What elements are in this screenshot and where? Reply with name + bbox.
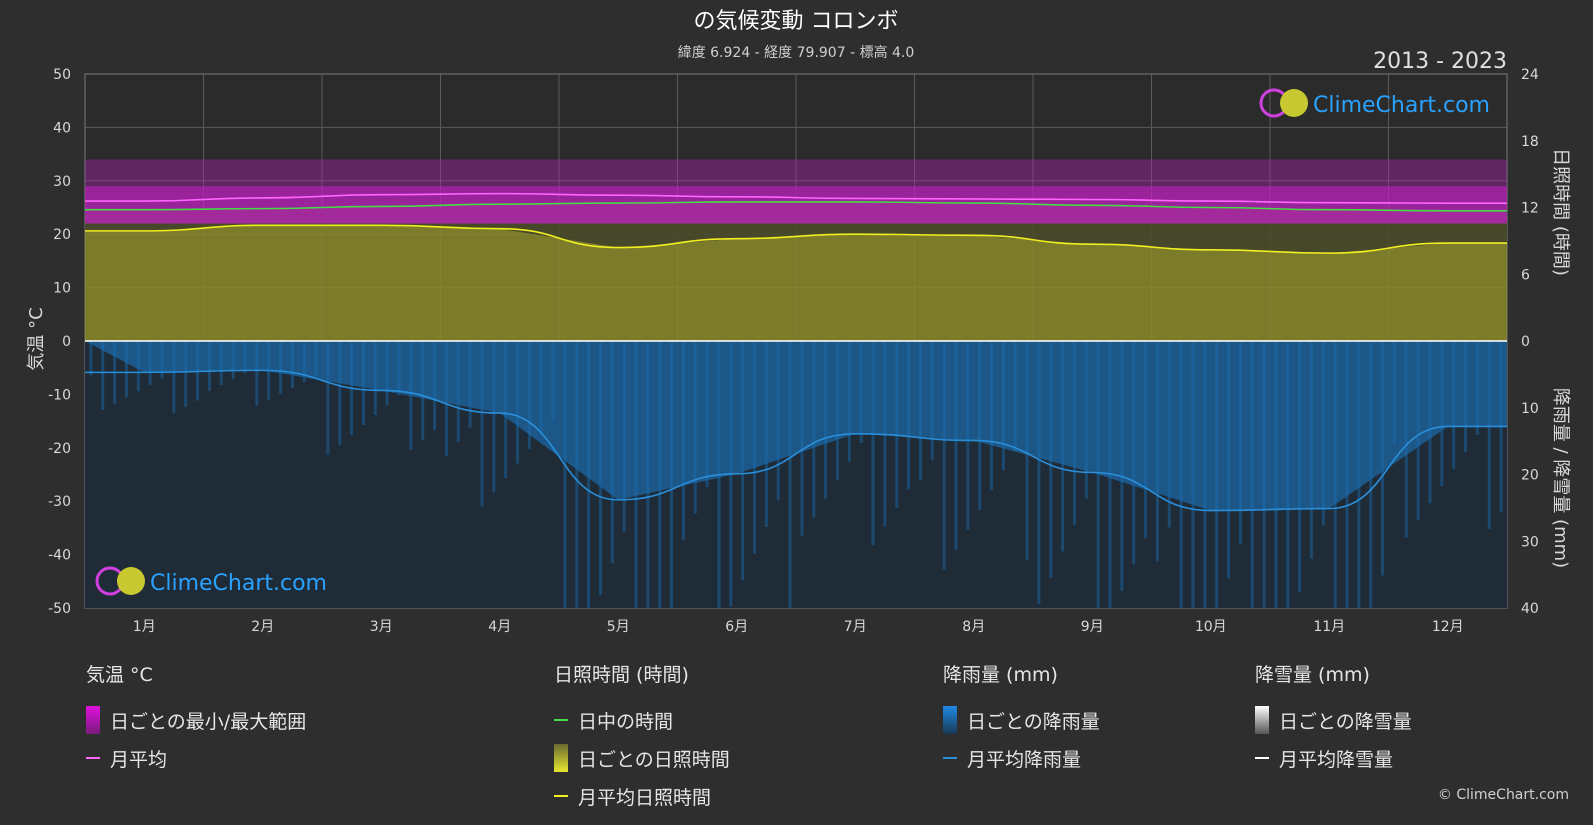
month-tick-label: 9月 bbox=[1081, 619, 1104, 635]
rain-mean-swatch bbox=[943, 757, 957, 759]
legend-item: 日ごとの日照時間 bbox=[554, 739, 730, 777]
legend-rain-title: 降雨量 (mm) bbox=[943, 664, 1058, 686]
legend-label: 月平均降雪量 bbox=[1279, 748, 1394, 771]
legend-label: 日ごとの降雪量 bbox=[1279, 710, 1412, 733]
right-top-tick-label: 24 bbox=[1521, 67, 1539, 83]
legend-item: 月平均降雨量 bbox=[943, 739, 1100, 777]
month-tick-label: 11月 bbox=[1313, 619, 1345, 635]
right-top-axis-label: 日照時間 (時間) bbox=[1550, 148, 1571, 276]
month-tick-label: 2月 bbox=[251, 619, 274, 635]
logo-text-bottom: ClimeChart.com bbox=[150, 571, 327, 596]
right-top-tick-label: 12 bbox=[1521, 201, 1539, 217]
left-tick-label: 40 bbox=[53, 120, 71, 136]
right-bottom-tick-label: 40 bbox=[1521, 601, 1539, 617]
left-tick-label: -20 bbox=[48, 441, 71, 457]
temperature-mean-swatch bbox=[86, 757, 100, 759]
legend-rain: 降雨量 (mm) 日ごとの降雨量 月平均降雨量 bbox=[943, 660, 1100, 777]
left-axis-label: 気温 °C bbox=[26, 307, 47, 370]
legend-snow-title: 降雪量 (mm) bbox=[1255, 664, 1370, 686]
logo-top: ClimeChart.com bbox=[1259, 88, 1490, 118]
legend-temperature: 気温 °C 日ごとの最小/最大範囲 月平均 bbox=[86, 660, 306, 777]
right-bottom-tick-label: 30 bbox=[1521, 534, 1539, 550]
left-tick-label: -50 bbox=[48, 601, 71, 617]
left-tick-label: 10 bbox=[53, 281, 71, 297]
legend-temperature-title: 気温 °C bbox=[86, 664, 153, 686]
copyright: © ClimeChart.com bbox=[1437, 787, 1569, 803]
axis-ticks: 50 40 30 20 10 0 -10 -20 -30 -40 -50 24 18 12 6 0 10 20 30… bbox=[48, 67, 1539, 635]
right-bottom-tick-label: 20 bbox=[1521, 468, 1539, 484]
series-line-sunshine_hours bbox=[85, 201, 1507, 212]
daily-sunshine-swatch bbox=[554, 744, 568, 772]
legend-label: 日中の時間 bbox=[578, 710, 674, 733]
legend-label: 日ごとの降雨量 bbox=[967, 710, 1100, 733]
snow-mean-swatch bbox=[1255, 757, 1269, 759]
left-tick-label: -10 bbox=[48, 387, 71, 403]
series-line-temperature bbox=[85, 192, 1507, 205]
right-bottom-tick-label: 10 bbox=[1521, 401, 1539, 417]
logo-bottom: ClimeChart.com bbox=[95, 566, 327, 596]
legend-label: 月平均 bbox=[110, 748, 168, 771]
chart-title: の気候変動 コロンボ bbox=[694, 9, 899, 34]
daily-snow-swatch bbox=[1255, 706, 1269, 734]
daily-bands bbox=[85, 159, 1507, 608]
legend-label: 月平均降雨量 bbox=[967, 748, 1082, 771]
daily-rain-area bbox=[85, 341, 1507, 511]
daily-sunshine-area bbox=[85, 225, 1507, 341]
legend-item: 日ごとの最小/最大範囲 bbox=[86, 701, 306, 739]
left-tick-label: -30 bbox=[48, 494, 71, 510]
month-tick-label: 1月 bbox=[133, 619, 156, 635]
right-top-tick-label: 0 bbox=[1521, 334, 1530, 350]
legend-item: 月平均降雪量 bbox=[1255, 739, 1412, 777]
right-top-tick-label: 18 bbox=[1521, 134, 1539, 150]
temperature-max-spread bbox=[85, 159, 1507, 187]
month-tick-label: 7月 bbox=[844, 619, 867, 635]
month-tick-label: 8月 bbox=[962, 619, 985, 635]
legend-sunshine-title: 日照時間 (時間) bbox=[554, 664, 689, 686]
month-tick-label: 12月 bbox=[1432, 619, 1464, 635]
legend-sunshine: 日照時間 (時間) 日中の時間 日ごとの日照時間 月平均日照時間 bbox=[554, 660, 730, 815]
series-line-sunshine_hours bbox=[85, 224, 1507, 254]
legend-label: 月平均日照時間 bbox=[578, 786, 712, 809]
month-tick-label: 4月 bbox=[488, 619, 511, 635]
daylight-swatch bbox=[554, 719, 568, 721]
chart-subtitle: 緯度 6.924 - 経度 79.907 - 標高 4.0 bbox=[678, 44, 915, 61]
series-line-rain_mm bbox=[85, 369, 1507, 512]
left-tick-label: 0 bbox=[62, 334, 71, 350]
year-range: 2013 - 2023 bbox=[1373, 49, 1507, 74]
temperature-range-band bbox=[85, 186, 1507, 224]
month-tick-label: 5月 bbox=[607, 619, 630, 635]
month-tick-label: 3月 bbox=[370, 619, 393, 635]
legend-item: 月平均 bbox=[86, 739, 306, 777]
series-lines bbox=[85, 192, 1507, 512]
temperature-band-swatch bbox=[86, 706, 100, 734]
legend-label: 日ごとの最小/最大範囲 bbox=[110, 710, 307, 733]
sunshine-mean-swatch bbox=[554, 795, 568, 797]
legend-item: 日ごとの降雨量 bbox=[943, 701, 1100, 739]
right-top-tick-label: 6 bbox=[1521, 267, 1530, 283]
logo-sun-icon bbox=[1280, 89, 1308, 117]
legend-snow: 降雪量 (mm) 日ごとの降雪量 月平均降雪量 bbox=[1255, 660, 1412, 777]
legend-label: 日ごとの日照時間 bbox=[578, 748, 730, 771]
logo-text-top: ClimeChart.com bbox=[1313, 93, 1490, 118]
logo-sun-icon bbox=[117, 567, 145, 595]
right-bottom-axis-label: 降雨量 / 降雪量 (mm) bbox=[1550, 388, 1571, 568]
legend-item: 月平均日照時間 bbox=[554, 777, 730, 815]
legend-item: 日ごとの降雪量 bbox=[1255, 701, 1412, 739]
month-tick-label: 10月 bbox=[1195, 619, 1227, 635]
month-tick-label: 6月 bbox=[725, 619, 748, 635]
daily-rain-swatch bbox=[943, 706, 957, 734]
legend-item: 日中の時間 bbox=[554, 701, 730, 739]
left-tick-label: 50 bbox=[53, 67, 71, 83]
left-tick-label: 30 bbox=[53, 174, 71, 190]
left-tick-label: -40 bbox=[48, 548, 71, 564]
left-tick-label: 20 bbox=[53, 227, 71, 243]
